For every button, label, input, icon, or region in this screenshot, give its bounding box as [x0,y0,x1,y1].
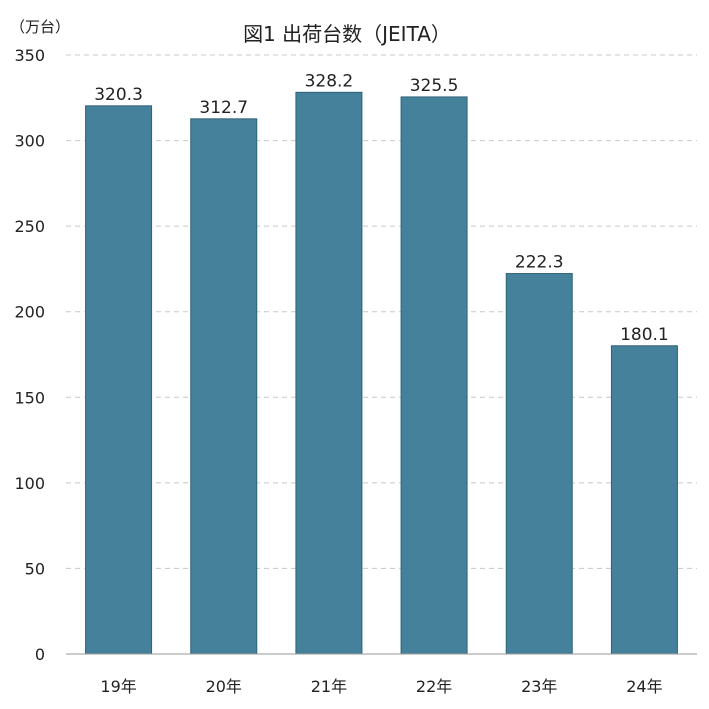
y-tick-label: 200 [14,303,45,322]
bar [295,91,363,655]
y-tick-label: 300 [14,132,45,151]
y-tick-label: 100 [14,474,45,493]
bar [610,345,678,655]
x-axis-ticks: 19年 20年 21年 22年 23年 24年 [100,677,662,696]
data-label: 320.3 [94,85,143,105]
x-tick-label: 22年 [416,677,452,696]
bars [85,91,678,655]
data-label: 222.3 [515,253,564,273]
y-tick-label: 0 [35,645,45,664]
x-tick-label: 20年 [206,677,242,696]
chart-title: 図1 出荷台数（JEITA） [243,22,451,46]
data-label: 328.2 [305,71,354,91]
x-tick-label: 21年 [311,677,347,696]
x-tick-label: 19年 [100,677,136,696]
y-axis-unit-label: （万台） [10,18,70,36]
bar [505,273,573,655]
data-label: 312.7 [199,98,248,118]
bar [85,105,153,655]
data-label: 180.1 [620,325,669,345]
bar [400,96,468,655]
y-tick-label: 250 [14,217,45,236]
gridlines [66,54,697,569]
x-tick-label: 23年 [521,677,557,696]
data-label: 325.5 [410,76,459,96]
y-tick-label: 350 [14,46,45,65]
x-tick-label: 24年 [626,677,662,696]
y-axis-ticks: 0 50 100 150 200 250 300 350 [14,46,45,664]
y-tick-label: 50 [25,559,45,578]
bar [190,118,258,655]
data-labels: 320.3 312.7 328.2 325.5 222.3 180.1 [94,71,669,344]
y-tick-label: 150 [14,388,45,407]
